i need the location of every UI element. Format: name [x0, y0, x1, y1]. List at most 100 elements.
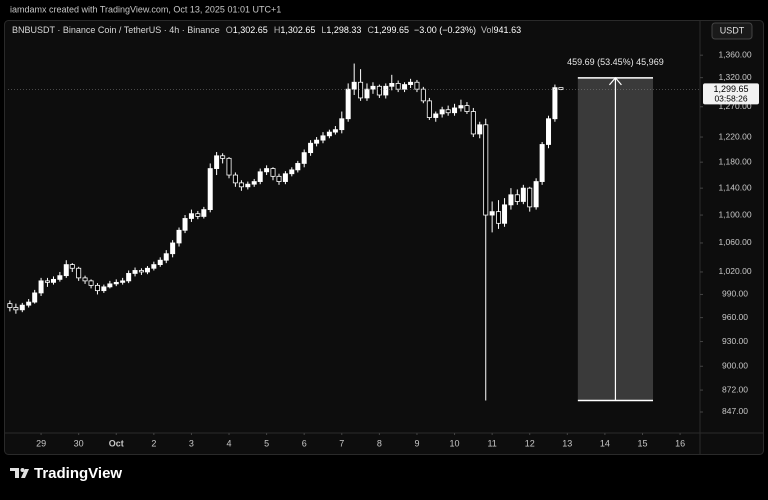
candle-body — [289, 169, 295, 175]
candle-body — [339, 118, 345, 131]
candle-body — [502, 204, 508, 224]
candle-body — [470, 111, 476, 135]
brand-logo — [10, 468, 29, 478]
legend-symbol: BNBUSDT · Binance Coin / TetherUS · 4h ·… — [12, 25, 220, 35]
candle-body — [38, 280, 44, 294]
candle-body — [414, 81, 420, 90]
candle-body — [276, 175, 282, 182]
candle-body — [57, 275, 63, 280]
legend: BNBUSDT · Binance Coin / TetherUS · 4h ·… — [12, 25, 521, 35]
candle-body — [395, 83, 401, 90]
x-tick-label: 6 — [302, 438, 307, 448]
candle-body — [19, 304, 25, 311]
candle-body — [232, 174, 238, 184]
candle-body — [426, 100, 432, 118]
candle-body — [332, 129, 338, 133]
legend-value: 1,298.33 — [326, 25, 361, 35]
x-tick-label: 5 — [264, 438, 269, 448]
candle-body — [163, 253, 169, 261]
candle-body — [88, 280, 94, 286]
candle-body — [157, 259, 163, 265]
candle-body — [508, 194, 514, 206]
candle-body — [94, 284, 100, 292]
legend-key: L — [321, 25, 326, 35]
candle-body — [483, 124, 489, 216]
credit: iamdamx created with TradingView.com, Oc… — [10, 4, 281, 14]
candle-body — [138, 270, 144, 273]
candle-body — [264, 168, 270, 173]
candle-body — [445, 109, 451, 114]
measure-label: 459.69 (53.45%) 45,969 — [567, 57, 664, 67]
legend-key: C — [367, 25, 374, 35]
candle-body — [270, 168, 276, 177]
x-tick-label: 12 — [525, 438, 535, 448]
y-tick-label: 900.00 — [722, 361, 748, 371]
candle-body — [214, 155, 220, 169]
legend-text: BNBUSDT · Binance Coin / TetherUS · 4h ·… — [12, 25, 521, 35]
x-tick-label: 10 — [450, 438, 460, 448]
candle-body — [301, 152, 307, 164]
candle-body — [170, 242, 176, 255]
legend-value: 1,302.65 — [233, 25, 268, 35]
y-tick-label: 1,100.00 — [718, 209, 751, 219]
candle-body — [439, 109, 445, 115]
candle-body — [314, 139, 320, 144]
candle-body — [533, 181, 539, 208]
candle-body — [76, 267, 82, 279]
x-tick-label: 15 — [637, 438, 647, 448]
candle-body — [26, 301, 32, 306]
candle-body — [408, 81, 414, 85]
x-tick-label: 8 — [377, 438, 382, 448]
legend-key: O — [226, 25, 233, 35]
candle-body — [151, 264, 157, 269]
candle-body — [176, 229, 182, 244]
x-tick-label: 7 — [339, 438, 344, 448]
candle-body — [188, 213, 194, 219]
x-tick-label: 11 — [487, 438, 496, 448]
candle-body — [238, 182, 244, 188]
x-tick-label: 14 — [600, 438, 610, 448]
x-tick-label: 4 — [227, 438, 232, 448]
measure-arrow — [608, 76, 622, 401]
currency-button[interactable] — [711, 22, 753, 40]
candle-body — [308, 142, 314, 154]
candle-body — [420, 88, 426, 102]
x-tick-label: 29 — [36, 438, 46, 448]
last-price-label: 1,299.65 — [713, 84, 748, 94]
candle-body — [32, 292, 38, 303]
candle-body — [402, 84, 408, 90]
candle-body — [201, 209, 207, 217]
x-tick-label: 30 — [74, 438, 84, 448]
candle-body — [433, 113, 439, 118]
y-tick-label: 872.00 — [722, 384, 748, 394]
candle-body — [101, 286, 107, 292]
legend-value: 1,302.65 — [280, 25, 315, 35]
y-tick-label: 1,020.00 — [718, 266, 751, 276]
currency-label[interactable]: USDT — [720, 25, 745, 35]
plot: 1,360.00 1,320.00 1,270.00 1,220.00 1,180.00… — [7, 49, 759, 448]
chart-panel — [4, 20, 764, 455]
legend-key: Vol — [481, 25, 494, 35]
candle-body — [132, 270, 138, 274]
candle-body — [464, 105, 470, 112]
candle-body — [546, 118, 552, 145]
legend-key: H — [274, 25, 281, 35]
candle-body — [251, 181, 257, 185]
x-tick-label: 2 — [151, 438, 156, 448]
candle-body — [7, 303, 13, 308]
y-tick-label: 960.00 — [722, 312, 748, 322]
candle-body — [120, 280, 126, 283]
candle-body — [364, 88, 370, 99]
candle-body — [63, 264, 69, 277]
candle-body — [220, 155, 226, 159]
candle-body — [320, 135, 326, 141]
candle-body — [207, 168, 213, 210]
candle-body — [389, 83, 395, 87]
y-tick-label: 1,360.00 — [718, 49, 751, 59]
candle-body — [514, 194, 520, 202]
candle-body — [496, 211, 502, 224]
y-tick-label: 1,320.00 — [718, 72, 751, 82]
candle-body — [82, 277, 88, 282]
candle-body — [50, 278, 56, 283]
